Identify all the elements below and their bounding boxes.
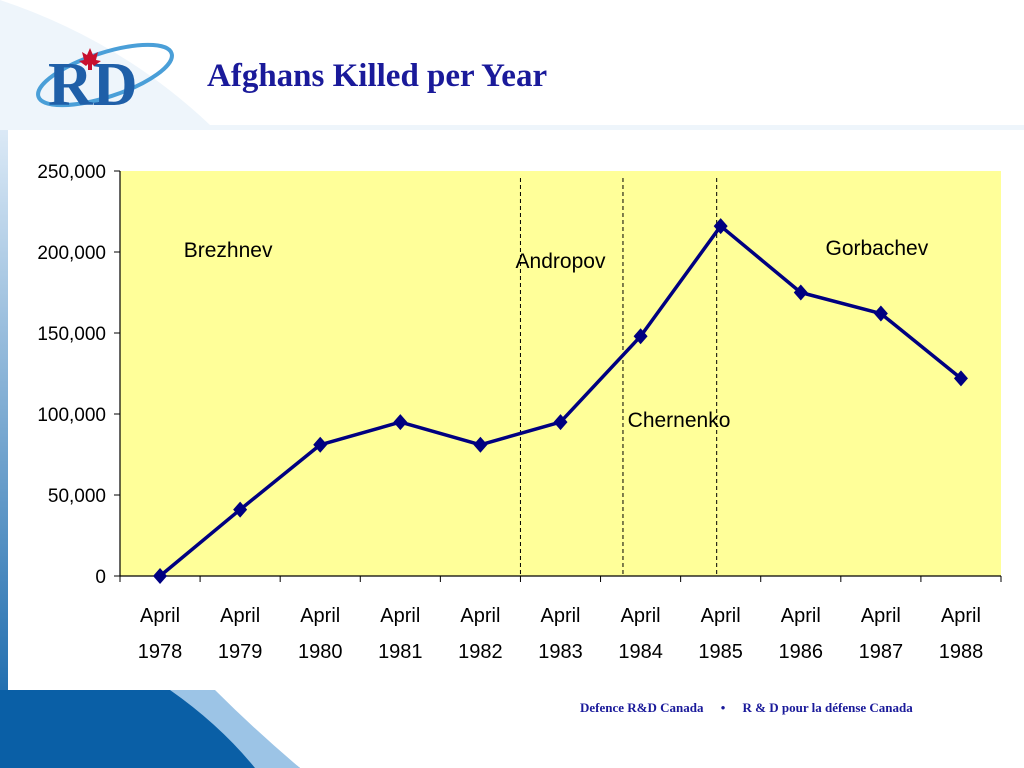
footer: Defence R&D Canada • R & D pour la défen… <box>580 700 913 716</box>
left-border-band <box>0 130 8 768</box>
data-point-marker <box>313 436 328 453</box>
x-tick-label: April 1984 <box>618 605 663 663</box>
annotation-label: Chernenko <box>628 409 731 432</box>
annotation-label: Brezhnev <box>184 239 273 262</box>
x-tick-label: April 1987 <box>859 605 904 663</box>
x-tick-label: April 1979 <box>218 605 263 663</box>
data-point-marker <box>633 328 648 345</box>
x-tick-label: April 1988 <box>939 605 984 663</box>
data-point-marker <box>153 568 168 584</box>
data-point-marker <box>233 501 248 518</box>
x-tick-label: April 1980 <box>298 605 343 663</box>
plot-area <box>120 171 1001 576</box>
y-tick-label: 100,000 <box>37 405 106 426</box>
x-tick-label: April 1978 <box>138 605 183 663</box>
data-point-marker <box>873 305 888 322</box>
rd-logo: RD <box>36 42 174 119</box>
footer-wave-light <box>170 690 300 768</box>
data-point-marker <box>953 370 968 387</box>
data-point-marker <box>793 284 808 301</box>
x-tick-label: April 1983 <box>538 605 583 663</box>
y-tick-label: 0 <box>95 567 106 588</box>
x-tick-label: April 1986 <box>779 605 824 663</box>
data-point-marker <box>713 218 728 235</box>
maple-leaf-icon <box>79 48 101 70</box>
footer-right-text: R & D pour la défense Canada <box>742 700 913 715</box>
y-tick-label: 200,000 <box>37 243 106 264</box>
header-wave <box>0 0 1024 130</box>
annotation-label: Andropov <box>516 250 606 273</box>
x-tick-label: April 1981 <box>378 605 423 663</box>
data-point-marker <box>473 436 488 453</box>
y-tick-label: 150,000 <box>37 324 106 345</box>
annotation-label: Gorbachev <box>825 237 928 260</box>
y-tick-label: 50,000 <box>48 486 106 507</box>
y-tick-label: 250,000 <box>37 162 106 183</box>
footer-left-text: Defence R&D Canada <box>580 700 704 715</box>
slide-title: Afghans Killed per Year <box>207 58 548 94</box>
x-tick-label: April 1982 <box>458 605 503 663</box>
data-point-marker <box>393 414 408 431</box>
data-point-marker <box>553 414 568 431</box>
footer-separator: • <box>720 700 726 715</box>
x-tick-label: April 1985 <box>698 605 743 663</box>
